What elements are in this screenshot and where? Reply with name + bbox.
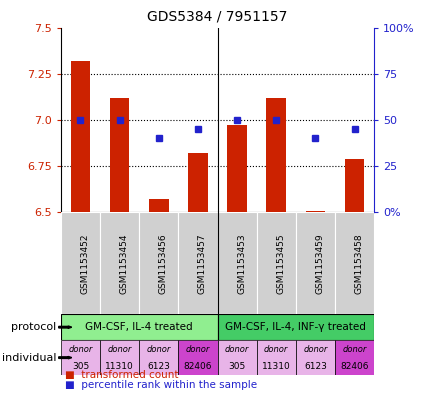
Bar xyxy=(139,340,178,375)
Bar xyxy=(217,340,256,375)
Text: donor: donor xyxy=(146,345,171,354)
Bar xyxy=(266,98,286,212)
Text: GSM1153452: GSM1153452 xyxy=(80,233,89,294)
Bar xyxy=(71,61,90,212)
Bar xyxy=(100,340,139,375)
Text: 6123: 6123 xyxy=(147,362,170,371)
Bar xyxy=(227,125,247,212)
Text: individual: individual xyxy=(2,353,56,363)
Text: 305: 305 xyxy=(72,362,89,371)
Text: ■  transformed count: ■ transformed count xyxy=(65,370,178,380)
Bar xyxy=(256,212,295,314)
Bar xyxy=(334,212,373,314)
Text: donor: donor xyxy=(68,345,92,354)
Text: 82406: 82406 xyxy=(339,362,368,371)
Bar xyxy=(109,98,129,212)
Text: GSM1153459: GSM1153459 xyxy=(315,233,324,294)
Bar xyxy=(61,314,217,340)
Bar xyxy=(178,340,217,375)
Text: donor: donor xyxy=(185,345,210,354)
Bar xyxy=(61,340,100,375)
Bar xyxy=(305,211,325,212)
Text: GM-CSF, IL-4, INF-γ treated: GM-CSF, IL-4, INF-γ treated xyxy=(225,322,365,332)
Text: GSM1153455: GSM1153455 xyxy=(276,233,285,294)
Text: GSM1153458: GSM1153458 xyxy=(354,233,363,294)
Bar xyxy=(217,314,373,340)
Text: GSM1153456: GSM1153456 xyxy=(158,233,168,294)
Text: GM-CSF, IL-4 treated: GM-CSF, IL-4 treated xyxy=(85,322,193,332)
Bar xyxy=(334,340,373,375)
Bar xyxy=(295,212,334,314)
Text: 11310: 11310 xyxy=(261,362,290,371)
Bar xyxy=(139,212,178,314)
Text: protocol: protocol xyxy=(11,322,56,332)
Title: GDS5384 / 7951157: GDS5384 / 7951157 xyxy=(147,9,287,24)
Text: 305: 305 xyxy=(228,362,245,371)
Text: 6123: 6123 xyxy=(303,362,326,371)
Bar xyxy=(256,340,295,375)
Text: GSM1153453: GSM1153453 xyxy=(237,233,246,294)
Bar xyxy=(100,212,139,314)
Text: donor: donor xyxy=(263,345,288,354)
Text: donor: donor xyxy=(224,345,249,354)
Text: 82406: 82406 xyxy=(183,362,212,371)
Text: GSM1153454: GSM1153454 xyxy=(119,233,128,294)
Bar xyxy=(149,199,168,212)
Text: donor: donor xyxy=(302,345,327,354)
Bar xyxy=(61,212,100,314)
Bar xyxy=(188,153,207,212)
Text: ■  percentile rank within the sample: ■ percentile rank within the sample xyxy=(65,380,257,390)
Text: 11310: 11310 xyxy=(105,362,134,371)
Bar xyxy=(295,340,334,375)
Text: GSM1153457: GSM1153457 xyxy=(197,233,207,294)
Bar xyxy=(178,212,217,314)
Bar xyxy=(217,212,256,314)
Text: donor: donor xyxy=(107,345,132,354)
Bar xyxy=(344,159,364,212)
Text: donor: donor xyxy=(342,345,366,354)
